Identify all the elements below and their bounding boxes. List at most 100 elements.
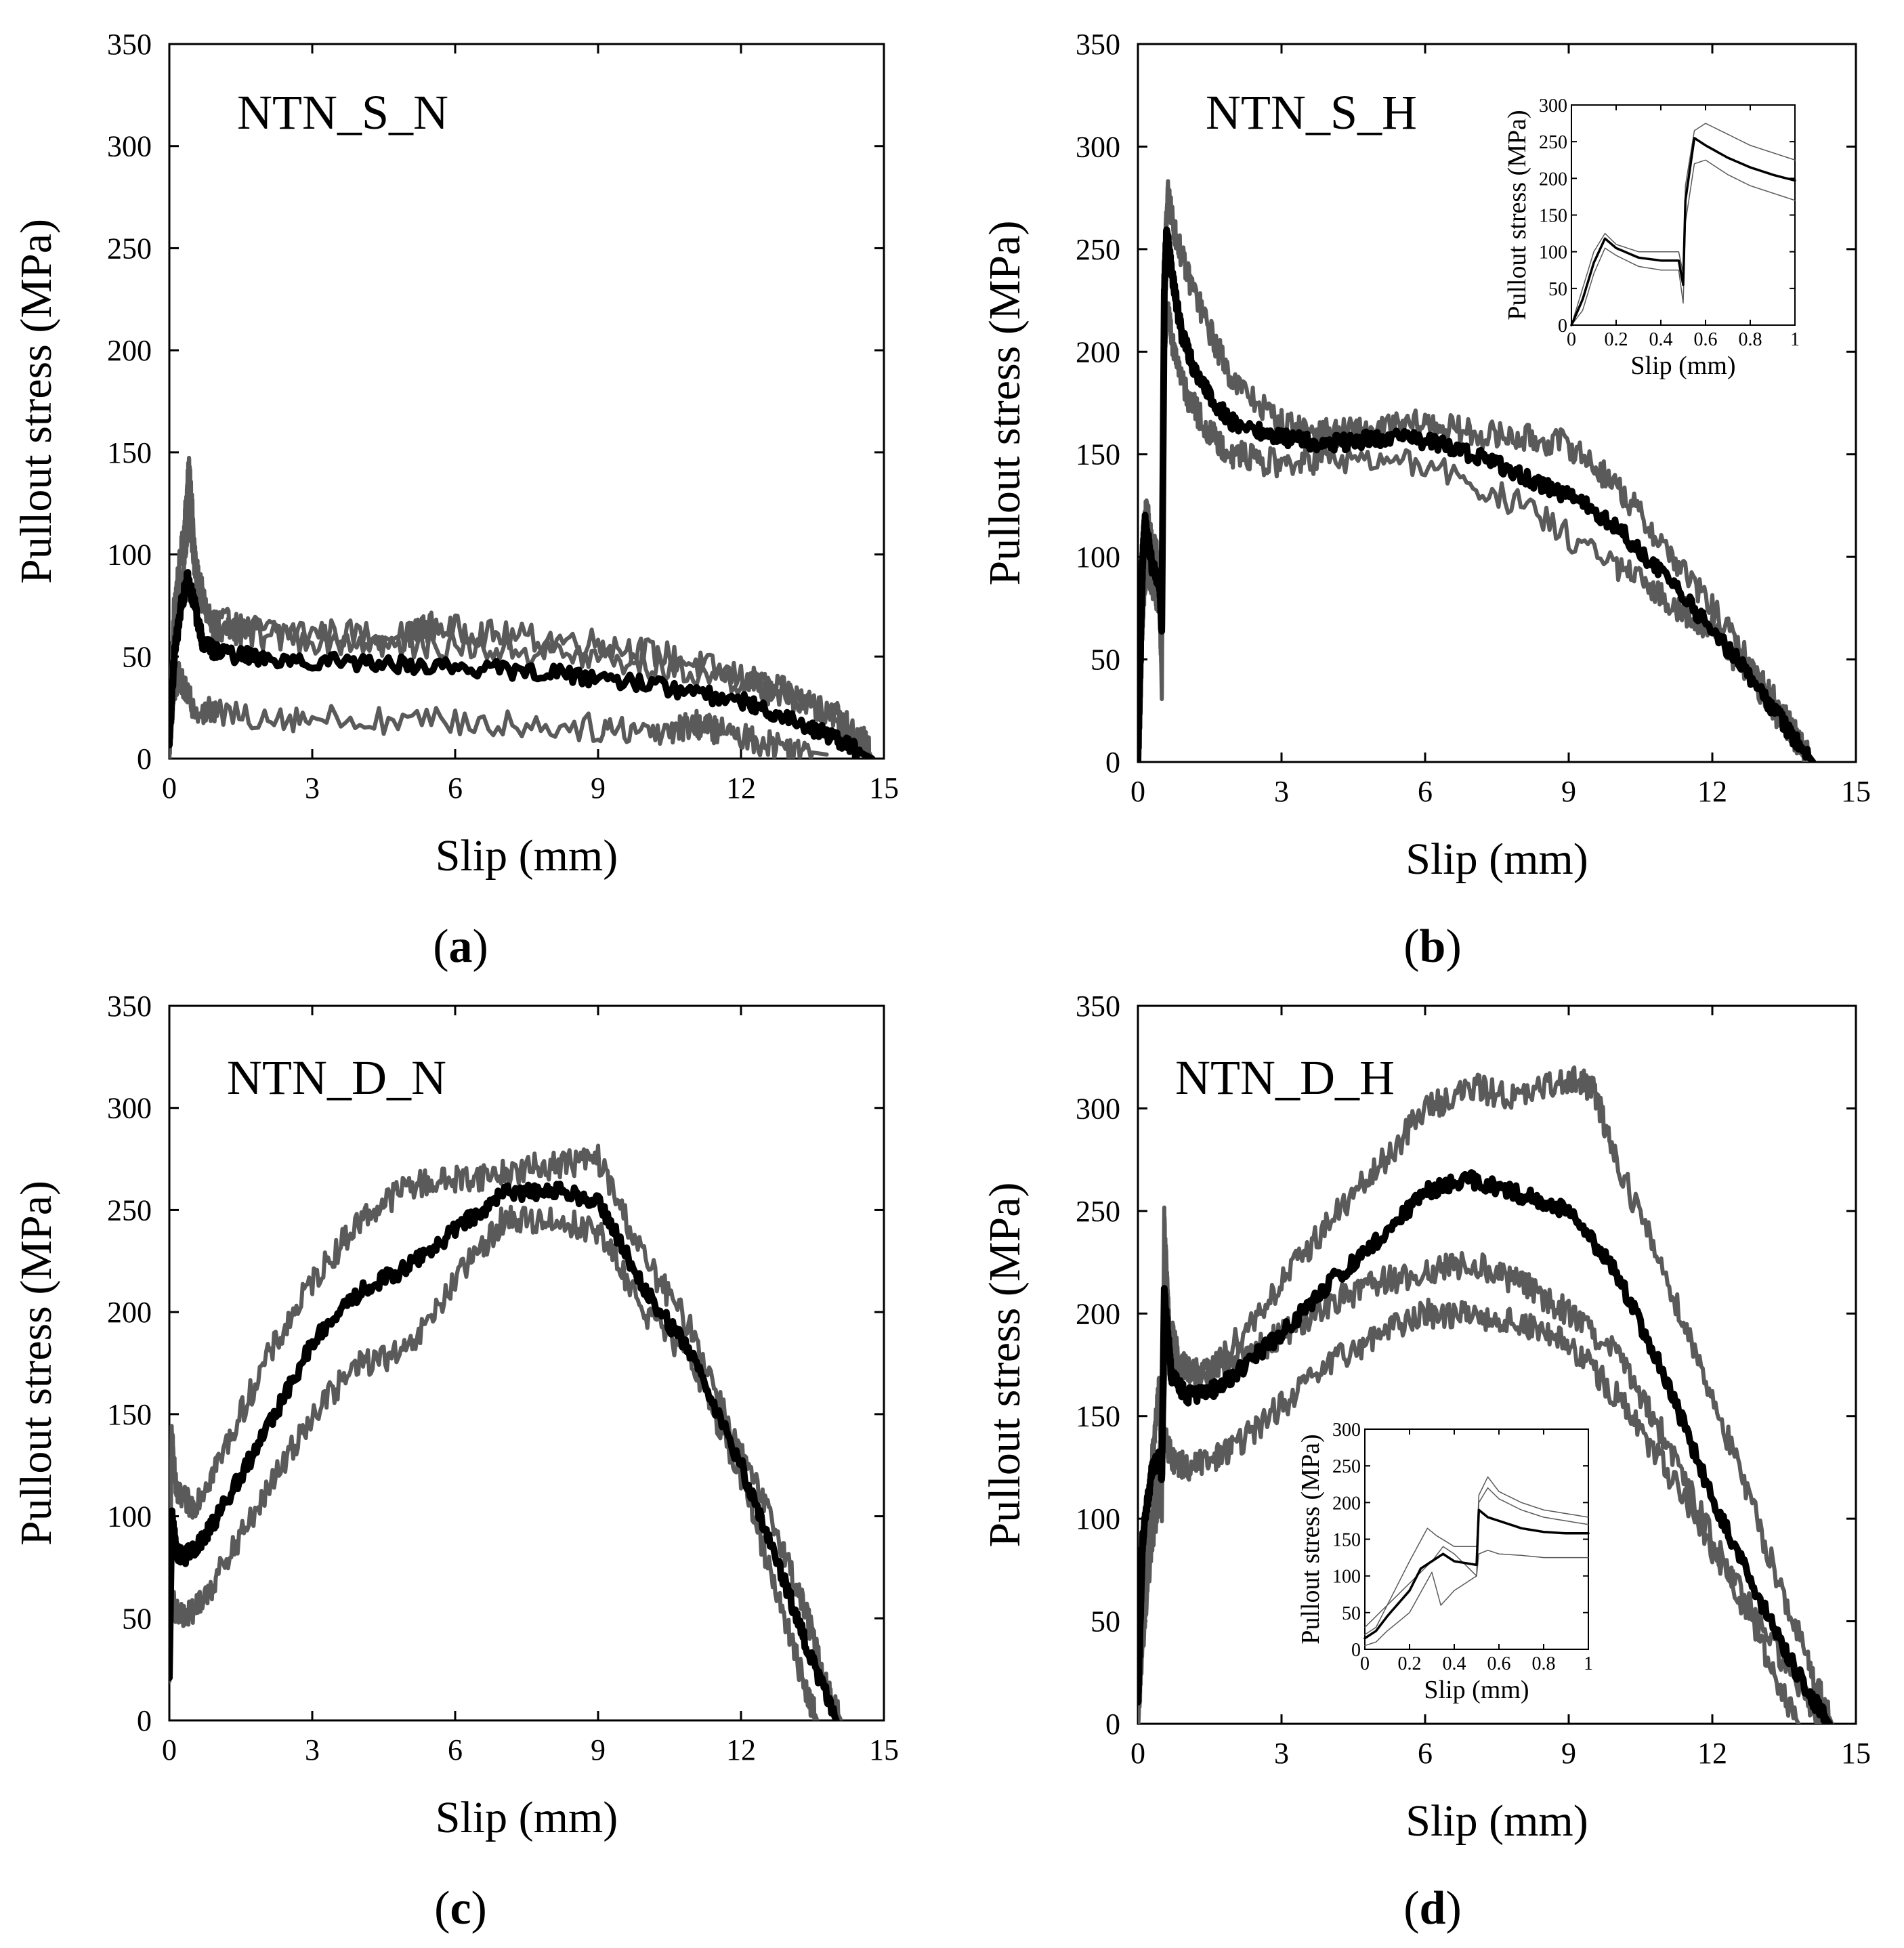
inset-d: 0 0.2 0.4 0.6 0.8 1 0 50 100 150 200 250 300 Slip (mm… — [1296, 1420, 1593, 1704]
mean-curve — [1138, 1169, 1834, 1724]
specimen-curve-3 — [169, 660, 829, 759]
inset-y-tick-label: 0 — [1558, 316, 1567, 337]
x-tick-label: 6 — [448, 771, 463, 805]
inset-specimen-curve-3 — [1364, 1487, 1589, 1636]
y-tick-label: 350 — [1076, 28, 1120, 61]
inset-y-tick-label: 250 — [1332, 1456, 1361, 1477]
inset-y-axis-title: Pullout stress (MPa) — [1503, 110, 1531, 320]
y-tick-label: 250 — [107, 1193, 152, 1227]
caption-letter: a — [449, 920, 473, 973]
curves — [1138, 1065, 1834, 1724]
panel-caption: (d) — [1403, 1882, 1462, 1934]
inset-y-tick-label: 300 — [1332, 1420, 1361, 1441]
caption-close: ) — [473, 920, 488, 973]
plot-frame — [1137, 1004, 1857, 1725]
inset-x-tick-label: 0.8 — [1739, 329, 1762, 350]
inset-x-tick-label: 1 — [1790, 329, 1800, 350]
caption-open: ( — [1403, 1882, 1419, 1934]
inset-y-tick-label: 300 — [1539, 96, 1567, 117]
curves — [1138, 179, 1817, 762]
y-tick-label: 300 — [1076, 130, 1120, 163]
inset-y-tick-label: 50 — [1548, 279, 1567, 300]
x-tick-label: 12 — [726, 1733, 756, 1766]
inset-y-tick-label: 0 — [1351, 1640, 1361, 1661]
curves — [169, 455, 876, 759]
x-tick-label: 9 — [591, 771, 606, 805]
mean-curve — [169, 1181, 840, 1720]
inset-x-tick-label: 0.2 — [1605, 329, 1628, 350]
inset-specimen-curve-2 — [1571, 159, 1796, 326]
caption-letter: d — [1420, 1882, 1446, 1934]
y-tick-label: 250 — [1076, 233, 1120, 266]
x-tick-label: 9 — [1561, 1737, 1576, 1770]
inset-y-tick-label: 150 — [1539, 206, 1567, 227]
inset-x-tick-label: 0.2 — [1398, 1653, 1422, 1674]
y-tick-label: 100 — [1076, 1502, 1120, 1536]
x-tick-label: 12 — [1697, 775, 1727, 808]
x-axis-title: Slip (mm) — [1405, 834, 1588, 884]
plot-frame — [168, 1004, 885, 1722]
y-axis-title: Pullout stress (MPa) — [12, 1181, 61, 1546]
x-tick-label: 3 — [1274, 1737, 1289, 1770]
x-axis-title: Slip (mm) — [1405, 1796, 1588, 1846]
curves — [169, 1143, 843, 1720]
inset-y-tick-label: 200 — [1539, 169, 1567, 190]
x-tick-label: 3 — [305, 771, 320, 805]
y-axis-title: Pullout stress (MPa) — [980, 220, 1030, 585]
x-tick-label: 0 — [1130, 775, 1145, 808]
y-tick-label: 0 — [1105, 746, 1120, 779]
inset-x-axis-title: Slip (mm) — [1424, 1676, 1529, 1704]
x-tick-label: 12 — [726, 771, 756, 805]
y-tick-label: 0 — [1105, 1708, 1120, 1741]
x-tick-label: 12 — [1697, 1737, 1727, 1770]
caption-close: ) — [1445, 1882, 1461, 1934]
panel-caption: (b) — [1403, 920, 1462, 973]
inset-x-tick-label: 0.6 — [1694, 329, 1718, 350]
y-tick-label: 250 — [1076, 1195, 1120, 1228]
y-tick-label: 150 — [107, 1398, 152, 1431]
specimen-curve-1 — [169, 1143, 843, 1720]
inset-specimen-curve-1 — [1571, 123, 1796, 326]
x-tick-label: 0 — [162, 771, 177, 805]
specimen-curve-2 — [169, 498, 874, 759]
x-tick-label: 0 — [162, 1733, 177, 1766]
inset-b: 0 0.2 0.4 0.6 0.8 1 0 50 100 150 200 250 300 Slip (mm… — [1503, 96, 1800, 380]
inset-y-tick-label: 200 — [1332, 1493, 1361, 1514]
plot-frame — [168, 43, 885, 760]
inset-x-tick-label: 0.4 — [1649, 329, 1673, 350]
inset-x-tick-label: 0 — [1360, 1653, 1370, 1674]
y-axis-title: Pullout stress (MPa) — [12, 219, 61, 584]
y-tick-label: 350 — [107, 28, 152, 61]
inset-mean-curve — [1570, 137, 1796, 326]
x-tick-label: 15 — [869, 1733, 899, 1766]
y-tick-label: 50 — [1091, 1605, 1120, 1638]
x-tick-label: 15 — [1841, 775, 1871, 808]
inset-y-tick-label: 250 — [1539, 132, 1567, 153]
y-axis-title: Pullout stress (MPa) — [980, 1182, 1030, 1547]
y-tick-label: 300 — [107, 1092, 152, 1125]
inset-y-axis-title: Pullout stress (MPa) — [1296, 1434, 1325, 1644]
y-tick-label: 350 — [107, 990, 152, 1023]
panel-name: NTN_S_H — [1206, 85, 1417, 140]
x-tick-label: 6 — [1418, 1737, 1433, 1770]
x-tick-label: 0 — [1130, 1737, 1145, 1770]
y-tick-label: 350 — [1076, 990, 1120, 1023]
x-tick-label: 6 — [1418, 775, 1433, 808]
x-tick-label: 3 — [1274, 775, 1289, 808]
y-tick-label: 200 — [1076, 1297, 1120, 1330]
caption-close: ) — [1445, 920, 1461, 973]
y-tick-label: 50 — [122, 640, 152, 673]
y-tick-label: 150 — [107, 436, 152, 469]
inset-y-tick-label: 100 — [1332, 1567, 1361, 1588]
inset-x-tick-label: 1 — [1584, 1653, 1593, 1674]
y-tick-label: 200 — [107, 334, 152, 367]
x-tick-label: 15 — [869, 771, 899, 805]
y-tick-label: 100 — [107, 1500, 152, 1533]
panel-name: NTN_S_N — [237, 85, 448, 140]
y-tick-label: 250 — [107, 232, 152, 265]
plot-frame — [1137, 43, 1857, 763]
inset-mean-curve — [1363, 1508, 1590, 1640]
